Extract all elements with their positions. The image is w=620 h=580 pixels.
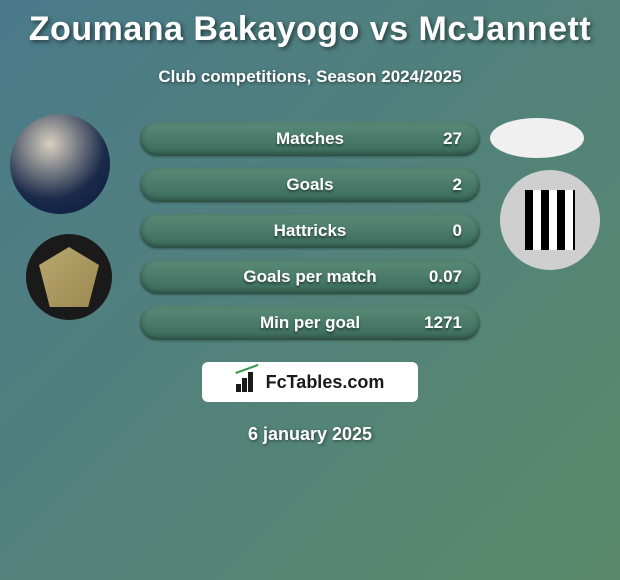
stat-value: 0.07 — [429, 267, 462, 287]
stat-value: 0 — [453, 221, 462, 241]
stat-row: Goals per match 0.07 — [0, 260, 620, 294]
stat-label: Hattricks — [274, 221, 347, 241]
stat-label: Min per goal — [260, 313, 360, 333]
source-logo[interactable]: FcTables.com — [202, 362, 418, 402]
stat-row: Matches 27 — [0, 122, 620, 156]
subtitle: Club competitions, Season 2024/2025 — [0, 67, 620, 87]
page-title: Zoumana Bakayogo vs McJannett — [0, 10, 620, 49]
stat-pill-goals: Goals 2 — [140, 168, 480, 202]
stat-row: Goals 2 — [0, 168, 620, 202]
stat-row: Hattricks 0 — [0, 214, 620, 248]
stat-label: Goals per match — [243, 267, 376, 287]
stat-row: Min per goal 1271 — [0, 306, 620, 340]
date-label: 6 january 2025 — [0, 424, 620, 445]
stat-value: 1271 — [424, 313, 462, 333]
stat-value: 27 — [443, 129, 462, 149]
chart-icon — [236, 372, 260, 392]
stats-list: Matches 27 Goals 2 Hattricks 0 Goals per… — [0, 122, 620, 340]
stat-value: 2 — [453, 175, 462, 195]
stat-label: Matches — [276, 129, 344, 149]
comparison-card: Zoumana Bakayogo vs McJannett Club compe… — [0, 0, 620, 580]
source-logo-text: FcTables.com — [266, 372, 385, 393]
stat-pill-matches: Matches 27 — [140, 122, 480, 156]
stat-pill-mpg: Min per goal 1271 — [140, 306, 480, 340]
stat-pill-gpm: Goals per match 0.07 — [140, 260, 480, 294]
stat-pill-hattricks: Hattricks 0 — [140, 214, 480, 248]
stat-label: Goals — [286, 175, 333, 195]
